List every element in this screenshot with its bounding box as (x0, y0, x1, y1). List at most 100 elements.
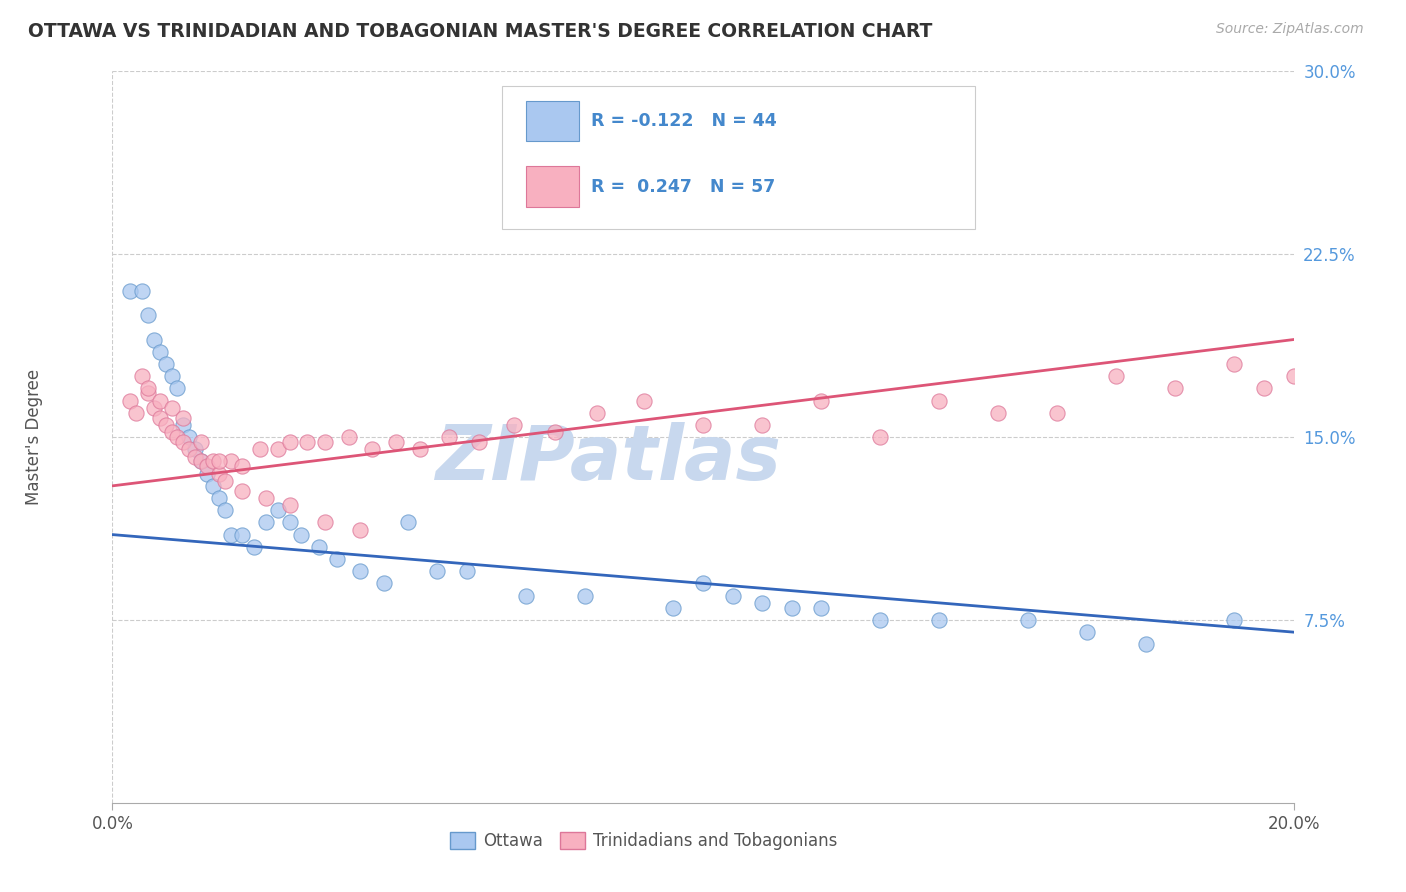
Point (290, 527, 312, 541)
Point (278, 516, 301, 530)
Point (190, 454, 212, 468)
Point (131, 284, 153, 298)
Point (160, 369, 183, 384)
Y-axis label: Master's Degree: Master's Degree (25, 369, 44, 505)
Point (278, 499, 301, 513)
Point (1253, 381, 1275, 395)
Point (125, 406, 148, 420)
Point (308, 540, 330, 554)
Point (155, 357, 177, 371)
Point (195, 459, 218, 474)
Point (219, 454, 242, 468)
Point (574, 589, 596, 603)
Point (172, 417, 194, 432)
Point (214, 503, 236, 517)
Point (184, 450, 207, 464)
Point (149, 344, 172, 359)
Point (408, 442, 430, 457)
Point (1105, 369, 1128, 384)
Point (314, 434, 336, 449)
Point (869, 430, 891, 444)
Point (160, 401, 183, 415)
Point (662, 600, 685, 615)
Point (254, 516, 277, 530)
Point (254, 491, 277, 505)
Point (142, 333, 165, 347)
Point (373, 576, 395, 591)
Point (155, 417, 177, 432)
Point (1076, 625, 1098, 640)
Point (201, 454, 224, 468)
Point (692, 576, 714, 591)
Point (195, 467, 218, 481)
Point (190, 434, 212, 449)
Text: R = -0.122   N = 44: R = -0.122 N = 44 (591, 112, 776, 130)
Point (385, 434, 408, 449)
Point (349, 564, 371, 578)
Point (456, 564, 478, 578)
Point (810, 600, 832, 615)
Point (208, 467, 231, 481)
Legend: Ottawa, Trinidadians and Tobagonians: Ottawa, Trinidadians and Tobagonians (443, 825, 845, 856)
Point (1223, 613, 1246, 627)
FancyBboxPatch shape (526, 167, 579, 207)
Point (426, 564, 449, 578)
Point (751, 417, 773, 432)
Point (314, 516, 336, 530)
Point (278, 434, 301, 449)
Point (179, 430, 201, 444)
Point (208, 454, 231, 468)
Point (987, 406, 1010, 420)
Point (297, 434, 319, 449)
Text: R =  0.247   N = 57: R = 0.247 N = 57 (591, 178, 775, 196)
Point (201, 479, 224, 493)
Point (231, 459, 253, 474)
Point (160, 425, 183, 440)
Point (585, 406, 607, 420)
Point (721, 589, 744, 603)
Point (267, 503, 290, 517)
Point (172, 410, 194, 425)
Point (810, 393, 832, 408)
Point (869, 613, 891, 627)
FancyBboxPatch shape (502, 86, 974, 228)
Point (166, 430, 188, 444)
Point (1046, 406, 1069, 420)
Point (396, 516, 419, 530)
Point (1282, 369, 1305, 384)
Point (231, 527, 253, 541)
Point (515, 589, 537, 603)
Point (208, 491, 231, 505)
Point (184, 442, 207, 457)
Point (136, 308, 159, 322)
Point (349, 523, 371, 537)
Point (243, 540, 266, 554)
Point (1017, 613, 1039, 627)
Point (928, 613, 950, 627)
Point (166, 381, 188, 395)
Point (633, 393, 655, 408)
Point (249, 442, 271, 457)
Point (1135, 637, 1157, 651)
Point (214, 474, 236, 488)
Point (131, 369, 153, 384)
Point (136, 386, 159, 401)
Point (1223, 357, 1246, 371)
Point (928, 393, 950, 408)
Point (751, 596, 773, 610)
Point (149, 410, 172, 425)
Point (172, 434, 194, 449)
Point (267, 442, 290, 457)
Point (1164, 381, 1187, 395)
Point (149, 393, 172, 408)
Point (179, 442, 201, 457)
Point (503, 417, 526, 432)
Point (780, 600, 803, 615)
FancyBboxPatch shape (526, 101, 579, 141)
Text: ZIPatlas: ZIPatlas (436, 422, 782, 496)
Point (219, 527, 242, 541)
Point (544, 425, 567, 440)
Point (467, 434, 489, 449)
Point (120, 284, 142, 298)
Point (231, 483, 253, 498)
